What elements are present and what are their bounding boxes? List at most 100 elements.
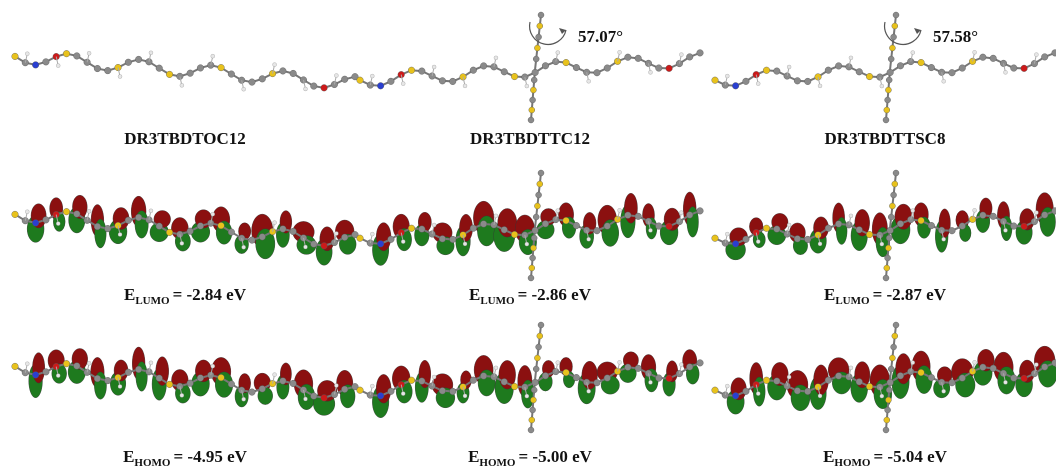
atom — [408, 224, 416, 232]
atom — [449, 235, 457, 243]
atom — [917, 369, 925, 377]
atom — [207, 371, 215, 379]
molecule-name: DR3TBDTTC12 — [470, 129, 590, 148]
atom — [186, 379, 194, 387]
atom — [679, 210, 684, 215]
atom — [524, 393, 529, 399]
atom — [124, 368, 132, 376]
atom — [303, 244, 308, 250]
atom — [320, 242, 328, 250]
atom — [320, 84, 328, 92]
atom — [462, 241, 468, 247]
atom — [845, 373, 853, 381]
angle-arc — [528, 21, 567, 46]
atom — [42, 58, 50, 66]
atom — [824, 224, 832, 232]
atom — [320, 394, 328, 402]
atom — [227, 228, 235, 236]
energy-symbol: E — [469, 285, 480, 304]
atom — [11, 362, 19, 370]
atom — [530, 396, 537, 404]
atom — [530, 86, 537, 94]
atom — [882, 116, 890, 124]
atom — [1010, 222, 1018, 230]
atom — [910, 50, 915, 55]
atom — [989, 54, 997, 62]
atom — [469, 376, 477, 384]
atom — [835, 62, 843, 70]
atom — [42, 216, 50, 224]
atom — [63, 360, 71, 368]
atom — [418, 225, 426, 233]
atom — [310, 82, 318, 90]
atom — [888, 213, 895, 221]
atom — [186, 69, 194, 77]
atom — [756, 391, 761, 396]
atom — [299, 76, 307, 84]
atom — [786, 222, 792, 228]
atom — [531, 76, 538, 84]
atom — [1041, 363, 1049, 371]
atom — [135, 213, 143, 221]
atom — [979, 53, 987, 61]
atom — [1030, 60, 1038, 68]
atom — [593, 227, 601, 235]
atom — [536, 22, 543, 30]
atom — [721, 391, 729, 399]
atom — [958, 222, 966, 230]
atom — [272, 220, 277, 225]
atom — [883, 264, 890, 272]
atom — [555, 50, 560, 55]
atom — [334, 231, 339, 236]
atom — [1020, 222, 1028, 230]
atom — [356, 386, 364, 394]
atom — [882, 426, 890, 434]
energy-symbol: E — [468, 447, 479, 466]
atom — [1051, 207, 1056, 215]
atom — [258, 233, 266, 241]
atom — [888, 55, 895, 63]
atom — [885, 244, 892, 252]
orbital-lobe — [477, 215, 497, 247]
atom — [804, 387, 812, 395]
atom — [248, 236, 256, 244]
atom — [892, 321, 900, 329]
atom — [648, 380, 653, 385]
atom — [665, 64, 673, 72]
atom — [493, 365, 499, 370]
atom — [289, 379, 297, 387]
atom — [303, 86, 308, 92]
atom — [742, 387, 750, 395]
atom — [11, 52, 19, 60]
atom — [25, 209, 30, 214]
atom — [462, 83, 468, 89]
atom — [289, 69, 297, 77]
atom — [32, 371, 40, 379]
atom — [1034, 362, 1039, 367]
atom — [686, 53, 694, 61]
energy-subscript: LUMO — [480, 295, 515, 307]
atom — [351, 73, 359, 81]
atom — [179, 241, 184, 246]
atom — [655, 374, 663, 382]
angle-arrow — [559, 28, 566, 34]
atom — [696, 49, 704, 57]
atom — [562, 369, 570, 377]
atom — [258, 385, 266, 393]
energy-label: EHOMO = -5.04 eV — [823, 447, 948, 469]
atom — [896, 220, 904, 228]
atom — [890, 343, 897, 351]
atom — [817, 393, 823, 399]
atom — [1030, 218, 1038, 226]
atom — [817, 83, 823, 89]
atom — [888, 365, 895, 373]
atom — [117, 384, 123, 389]
atom — [824, 66, 832, 74]
atom — [891, 180, 898, 188]
atom — [541, 62, 549, 70]
atom — [866, 383, 874, 391]
atom — [927, 222, 935, 230]
atom — [562, 59, 570, 67]
atom — [989, 364, 997, 372]
atom — [586, 389, 591, 394]
